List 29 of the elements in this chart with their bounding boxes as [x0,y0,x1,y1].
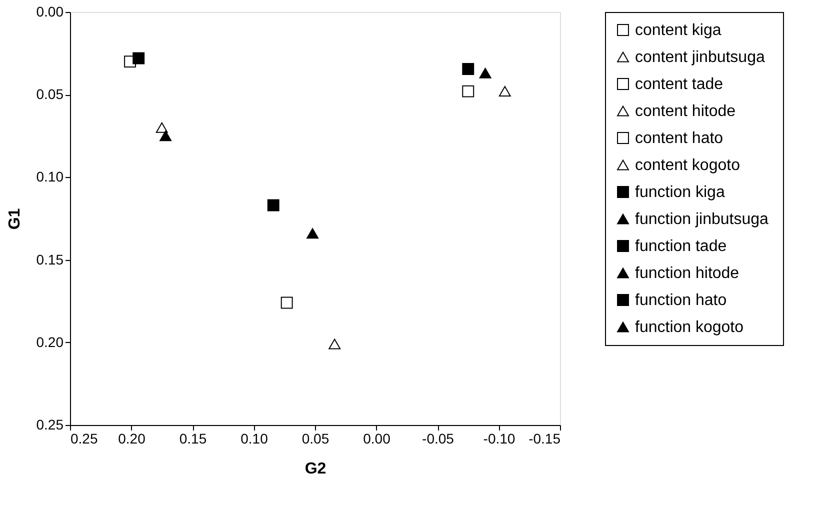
y-tick-label: 0.05 [36,86,64,102]
legend-label: content tade [635,76,724,93]
x-tick-label: 0.05 [302,430,330,446]
legend-label: content kogoto [635,157,740,174]
y-tick-label: 0.10 [36,168,64,185]
x-tick-label: -0.15 [528,430,561,446]
x-tick-label: -0.10 [483,430,516,446]
legend-label: function kiga [635,184,725,201]
y-tick-label: 0.20 [36,334,64,350]
x-tick-label: 0.25 [70,430,98,446]
legend-label: content hato [635,130,724,147]
legend-label: content kiga [635,22,722,39]
y-tick-label: 0.25 [36,416,64,432]
legend-label: content jinbutsuga [635,49,765,66]
legend-label: function hitode [635,265,740,282]
x-tick-label: 0.10 [240,430,268,446]
legend-label: function jinbutsuga [635,211,769,228]
x-tick-label: 0.00 [363,430,391,446]
legend-label: function hato [635,292,727,309]
legend-label: function kogoto [635,319,744,336]
x-tick-label: 0.15 [179,430,207,446]
y-tick-label: 0.00 [36,4,64,20]
legend-label: function tade [635,238,727,255]
legend-label: content hitode [635,103,736,120]
x-tick-label: 0.20 [118,430,146,446]
x-axis-title: G2 [304,460,326,478]
y-tick-label: 0.15 [36,251,64,268]
x-tick-label: -0.05 [422,430,454,446]
y-axis-title: G1 [6,208,24,230]
